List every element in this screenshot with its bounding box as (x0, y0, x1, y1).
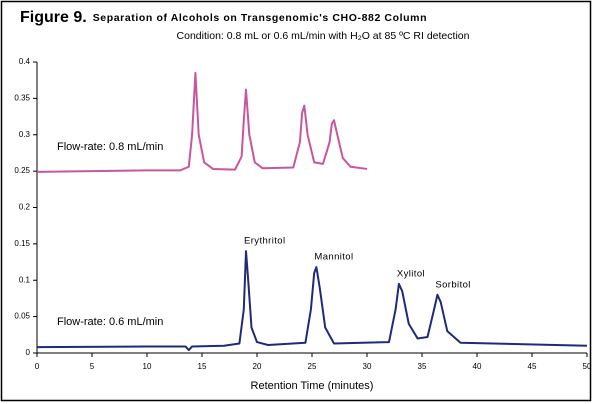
x-tick-label: 30 (363, 362, 372, 371)
series-line (36, 71, 368, 173)
x-tick-label: 35 (418, 362, 427, 371)
x-tick-label: 15 (198, 362, 207, 371)
peak-label: Mannitol (314, 252, 353, 263)
series-line (36, 250, 588, 352)
y-tick-label: 0.3 (19, 130, 31, 139)
x-tick-label: 20 (253, 362, 262, 371)
x-tick-label: 25 (308, 362, 317, 371)
x-tick-label: 40 (473, 362, 482, 371)
chart-title: Figure 9. Separation of Alcohols on Trans… (20, 9, 427, 26)
peak-label: Erythritol (244, 236, 285, 247)
y-tick-label: 0.4 (19, 57, 31, 66)
peak-label: Sorbitol (435, 279, 470, 290)
y-tick-label: 0.25 (14, 166, 30, 175)
x-axis-label: Retention Time (minutes) (251, 380, 374, 392)
x-tick-label: 5 (90, 362, 95, 371)
x-tick-label: 50 (583, 362, 592, 371)
y-tick-label: 0.1 (19, 275, 31, 284)
y-tick-label: 0.35 (14, 93, 30, 102)
title-text: Separation of Alcohols on Transgenomic's… (93, 12, 427, 24)
y-tick-label: 0 (26, 348, 31, 357)
figure-label: Figure 9. (20, 9, 87, 26)
series-label: Flow-rate: 0.8 mL/min (57, 141, 163, 153)
x-tick-label: 10 (143, 362, 152, 371)
y-tick-label: 0.2 (19, 203, 31, 212)
y-tick-label: 0.15 (14, 239, 30, 248)
peak-label: Xylitol (397, 268, 425, 279)
x-tick-label: 0 (35, 362, 40, 371)
y-tick-label: 0.05 (14, 312, 30, 321)
chart-subtitle: Condition: 0.8 mL or 0.6 mL/min with H₂O… (177, 30, 470, 42)
series-label: Flow-rate: 0.6 mL/min (57, 316, 163, 328)
x-tick-label: 45 (528, 362, 537, 371)
